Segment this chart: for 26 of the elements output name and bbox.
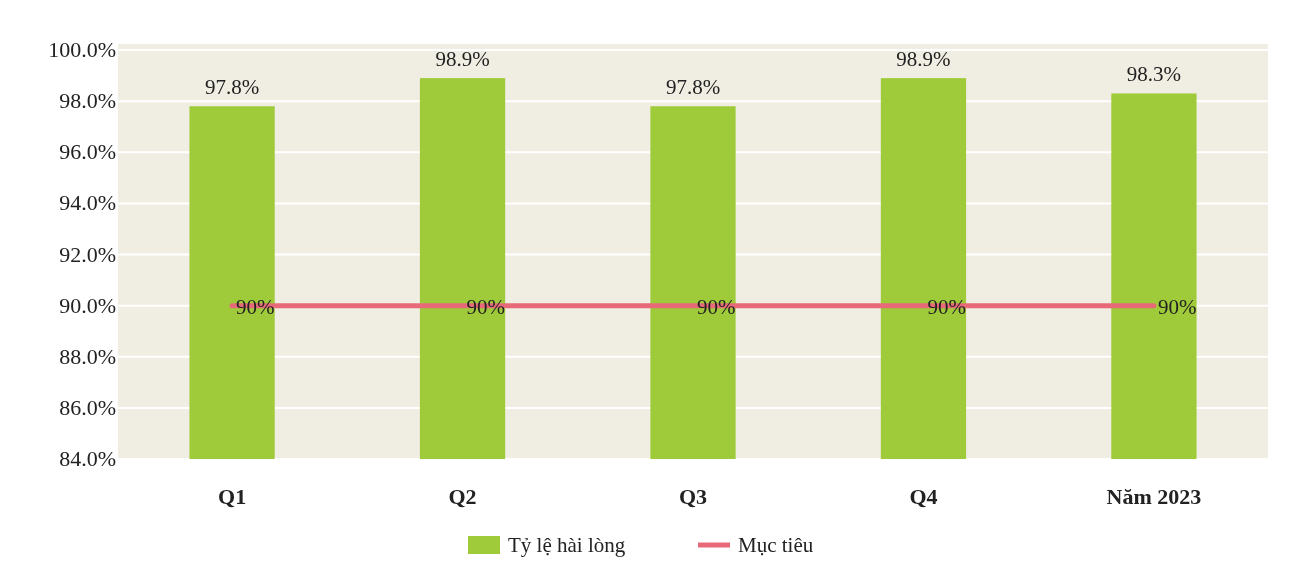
data-label: 98.9%	[435, 47, 490, 72]
y-tick-label: 92.0%	[59, 241, 116, 267]
y-tick-label: 84.0%	[59, 446, 116, 471]
data-label: 90%	[236, 294, 275, 319]
x-tick-label: Q4	[909, 484, 938, 509]
data-label: 90%	[1157, 294, 1197, 319]
data-label: 97.8%	[665, 75, 721, 100]
data-label: 90%	[927, 294, 966, 319]
y-tick-label: 98.0%	[59, 88, 116, 114]
y-tick-label: 88.0%	[59, 343, 116, 369]
legend-label: Mục tiêu	[738, 533, 814, 557]
y-tick-label: 86.0%	[59, 394, 116, 420]
x-tick-label: Năm 2023	[1106, 484, 1202, 509]
data-label: 90%	[466, 294, 506, 319]
y-tick-label: 94.0%	[59, 190, 116, 216]
y-tick-label: 90.0%	[59, 292, 116, 318]
data-label: 98.3%	[1126, 62, 1182, 87]
data-label: 98.9%	[896, 47, 951, 72]
x-tick-label: Q3	[678, 484, 708, 509]
legend-label: Tỷ lệ hài lòng	[508, 533, 626, 557]
y-tick-label: 100.0%	[48, 37, 116, 62]
data-label: 90%	[697, 294, 736, 319]
x-tick-label: Q1	[218, 484, 247, 509]
y-tick-label: 96.0%	[59, 139, 116, 165]
x-tick-label: Q2	[448, 484, 477, 509]
data-label: 97.8%	[204, 75, 260, 100]
